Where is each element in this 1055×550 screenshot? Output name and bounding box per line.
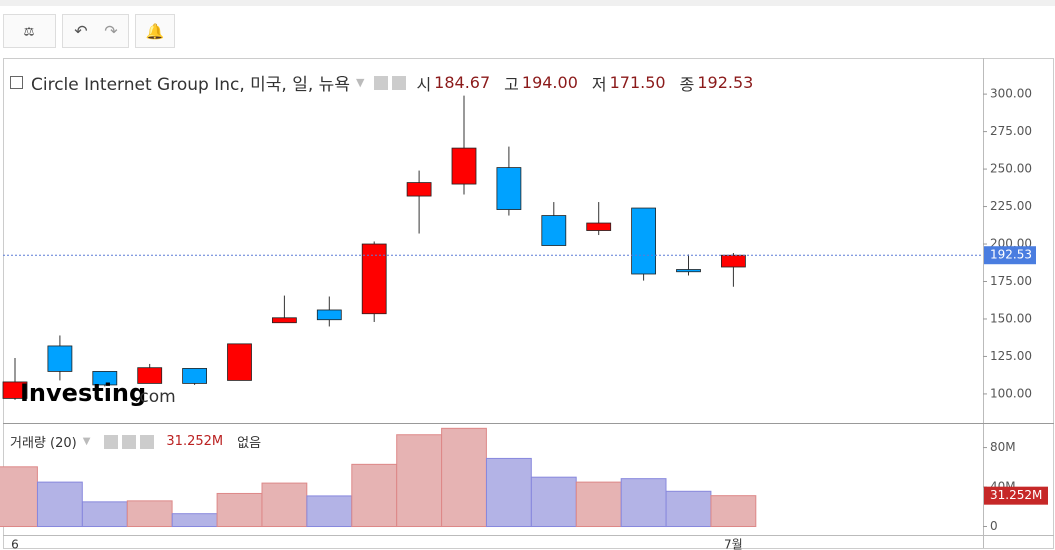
y-tick-label: 125.00 [990, 349, 1032, 363]
scale-button[interactable]: ⚖ [3, 14, 56, 48]
icon-glyph: ↶ [74, 22, 87, 41]
volume-bar [710, 495, 757, 528]
volume-header: 거래량 (20) ▼ 31.252M 없음 [10, 432, 261, 451]
icon-glyph: 🔔 [146, 23, 165, 41]
logo: Investing .com [20, 379, 176, 407]
candle-body [406, 182, 432, 197]
candle-body [676, 269, 701, 273]
frame [3, 58, 1054, 549]
ohlc-label: 시 [416, 74, 432, 94]
icon: ⚖ [24, 25, 35, 39]
volume-tag-label: 31.252M [990, 488, 1042, 502]
chart-title: Circle Internet Group Inc, 미국, 일, 뉴욕 [31, 75, 350, 95]
chart-header: Circle Internet Group Inc, 미국, 일, 뉴욕 ▼ 시… [10, 70, 767, 95]
volume-bar [530, 476, 577, 528]
volume-bar [306, 495, 353, 528]
volume-bar [396, 434, 443, 528]
candle-body [721, 254, 746, 268]
x-tick-label: 6 [11, 538, 19, 550]
logo-text: .com [134, 387, 176, 407]
volume-bar [620, 478, 667, 528]
y-tick-label: 80M [990, 440, 1016, 454]
dropdown[interactable]: ▼ [355, 76, 365, 89]
icon[interactable] [140, 434, 155, 449]
volume-bar [171, 513, 218, 528]
candle-body [92, 371, 118, 386]
candle-body [586, 222, 612, 231]
volume-bar [216, 492, 263, 528]
candle-body [451, 147, 477, 185]
collapse-icon[interactable] [10, 76, 23, 89]
ohlc-value: 171.50 [609, 73, 666, 92]
y-tick-label: 100.00 [990, 386, 1032, 400]
dropdown[interactable]: ▼ [82, 436, 91, 447]
y-tick-label: 225.00 [990, 199, 1032, 213]
icon[interactable] [374, 75, 389, 90]
ohlc-value: 184.67 [434, 73, 491, 92]
volume-bar [486, 457, 532, 528]
x-tick-label: 7월 [724, 538, 743, 550]
volume-bar [126, 500, 173, 528]
candle-body [271, 317, 297, 324]
y-tick-label: 300.00 [990, 87, 1032, 101]
logo-text: Investing [20, 379, 146, 407]
y-tick-label: 175.00 [990, 274, 1032, 288]
ohlc-value: 192.53 [697, 73, 754, 92]
volume-bar [37, 481, 83, 528]
y-tick-label: 150.00 [990, 311, 1032, 325]
ohlc-label: 종 [679, 74, 695, 94]
volume-title: 거래량 (20) [10, 436, 77, 451]
icon-glyph: ⚖ [24, 25, 35, 39]
candle-body [316, 309, 342, 321]
ohlc-label: 저 [591, 74, 607, 94]
ohlc-value: 194.00 [521, 73, 578, 92]
volume-value: 31.252M [166, 434, 224, 449]
icon[interactable] [104, 434, 119, 449]
volume-bar [665, 490, 712, 528]
icon[interactable] [392, 75, 407, 90]
y-tick-label: 250.00 [990, 162, 1032, 176]
icon: 🔔 [146, 23, 165, 41]
candle-body [496, 167, 522, 210]
icon: ↶ ↷ [74, 22, 118, 41]
candle-body [47, 345, 73, 372]
volume-bar [81, 501, 128, 528]
candle-body [541, 215, 567, 246]
price-tag [984, 246, 1036, 265]
volume-bar [441, 427, 487, 528]
ohlc-label: 고 [504, 74, 519, 94]
candle-body [227, 343, 252, 381]
top-strip [0, 0, 1055, 6]
icon[interactable] [122, 434, 137, 449]
ma-label: 없음 [237, 436, 262, 451]
candle-body [137, 367, 163, 384]
candle-body [631, 207, 656, 275]
y-tick-label: 275.00 [990, 124, 1032, 138]
y-tick-label: 0 [990, 519, 998, 533]
candle-body [361, 243, 387, 315]
candle-body [182, 368, 208, 384]
volume-tag [984, 486, 1048, 505]
volume-bar [351, 463, 398, 528]
candle-body [2, 381, 28, 399]
price-tag-label: 192.53 [990, 248, 1032, 262]
volume-bar [575, 481, 622, 528]
alert-button[interactable]: 🔔 [135, 14, 175, 48]
volume-bar [0, 466, 38, 528]
icon-glyph: ↷ [104, 22, 118, 41]
volume-bar [261, 482, 308, 528]
undo-redo[interactable]: ↶ ↷ [62, 14, 129, 48]
